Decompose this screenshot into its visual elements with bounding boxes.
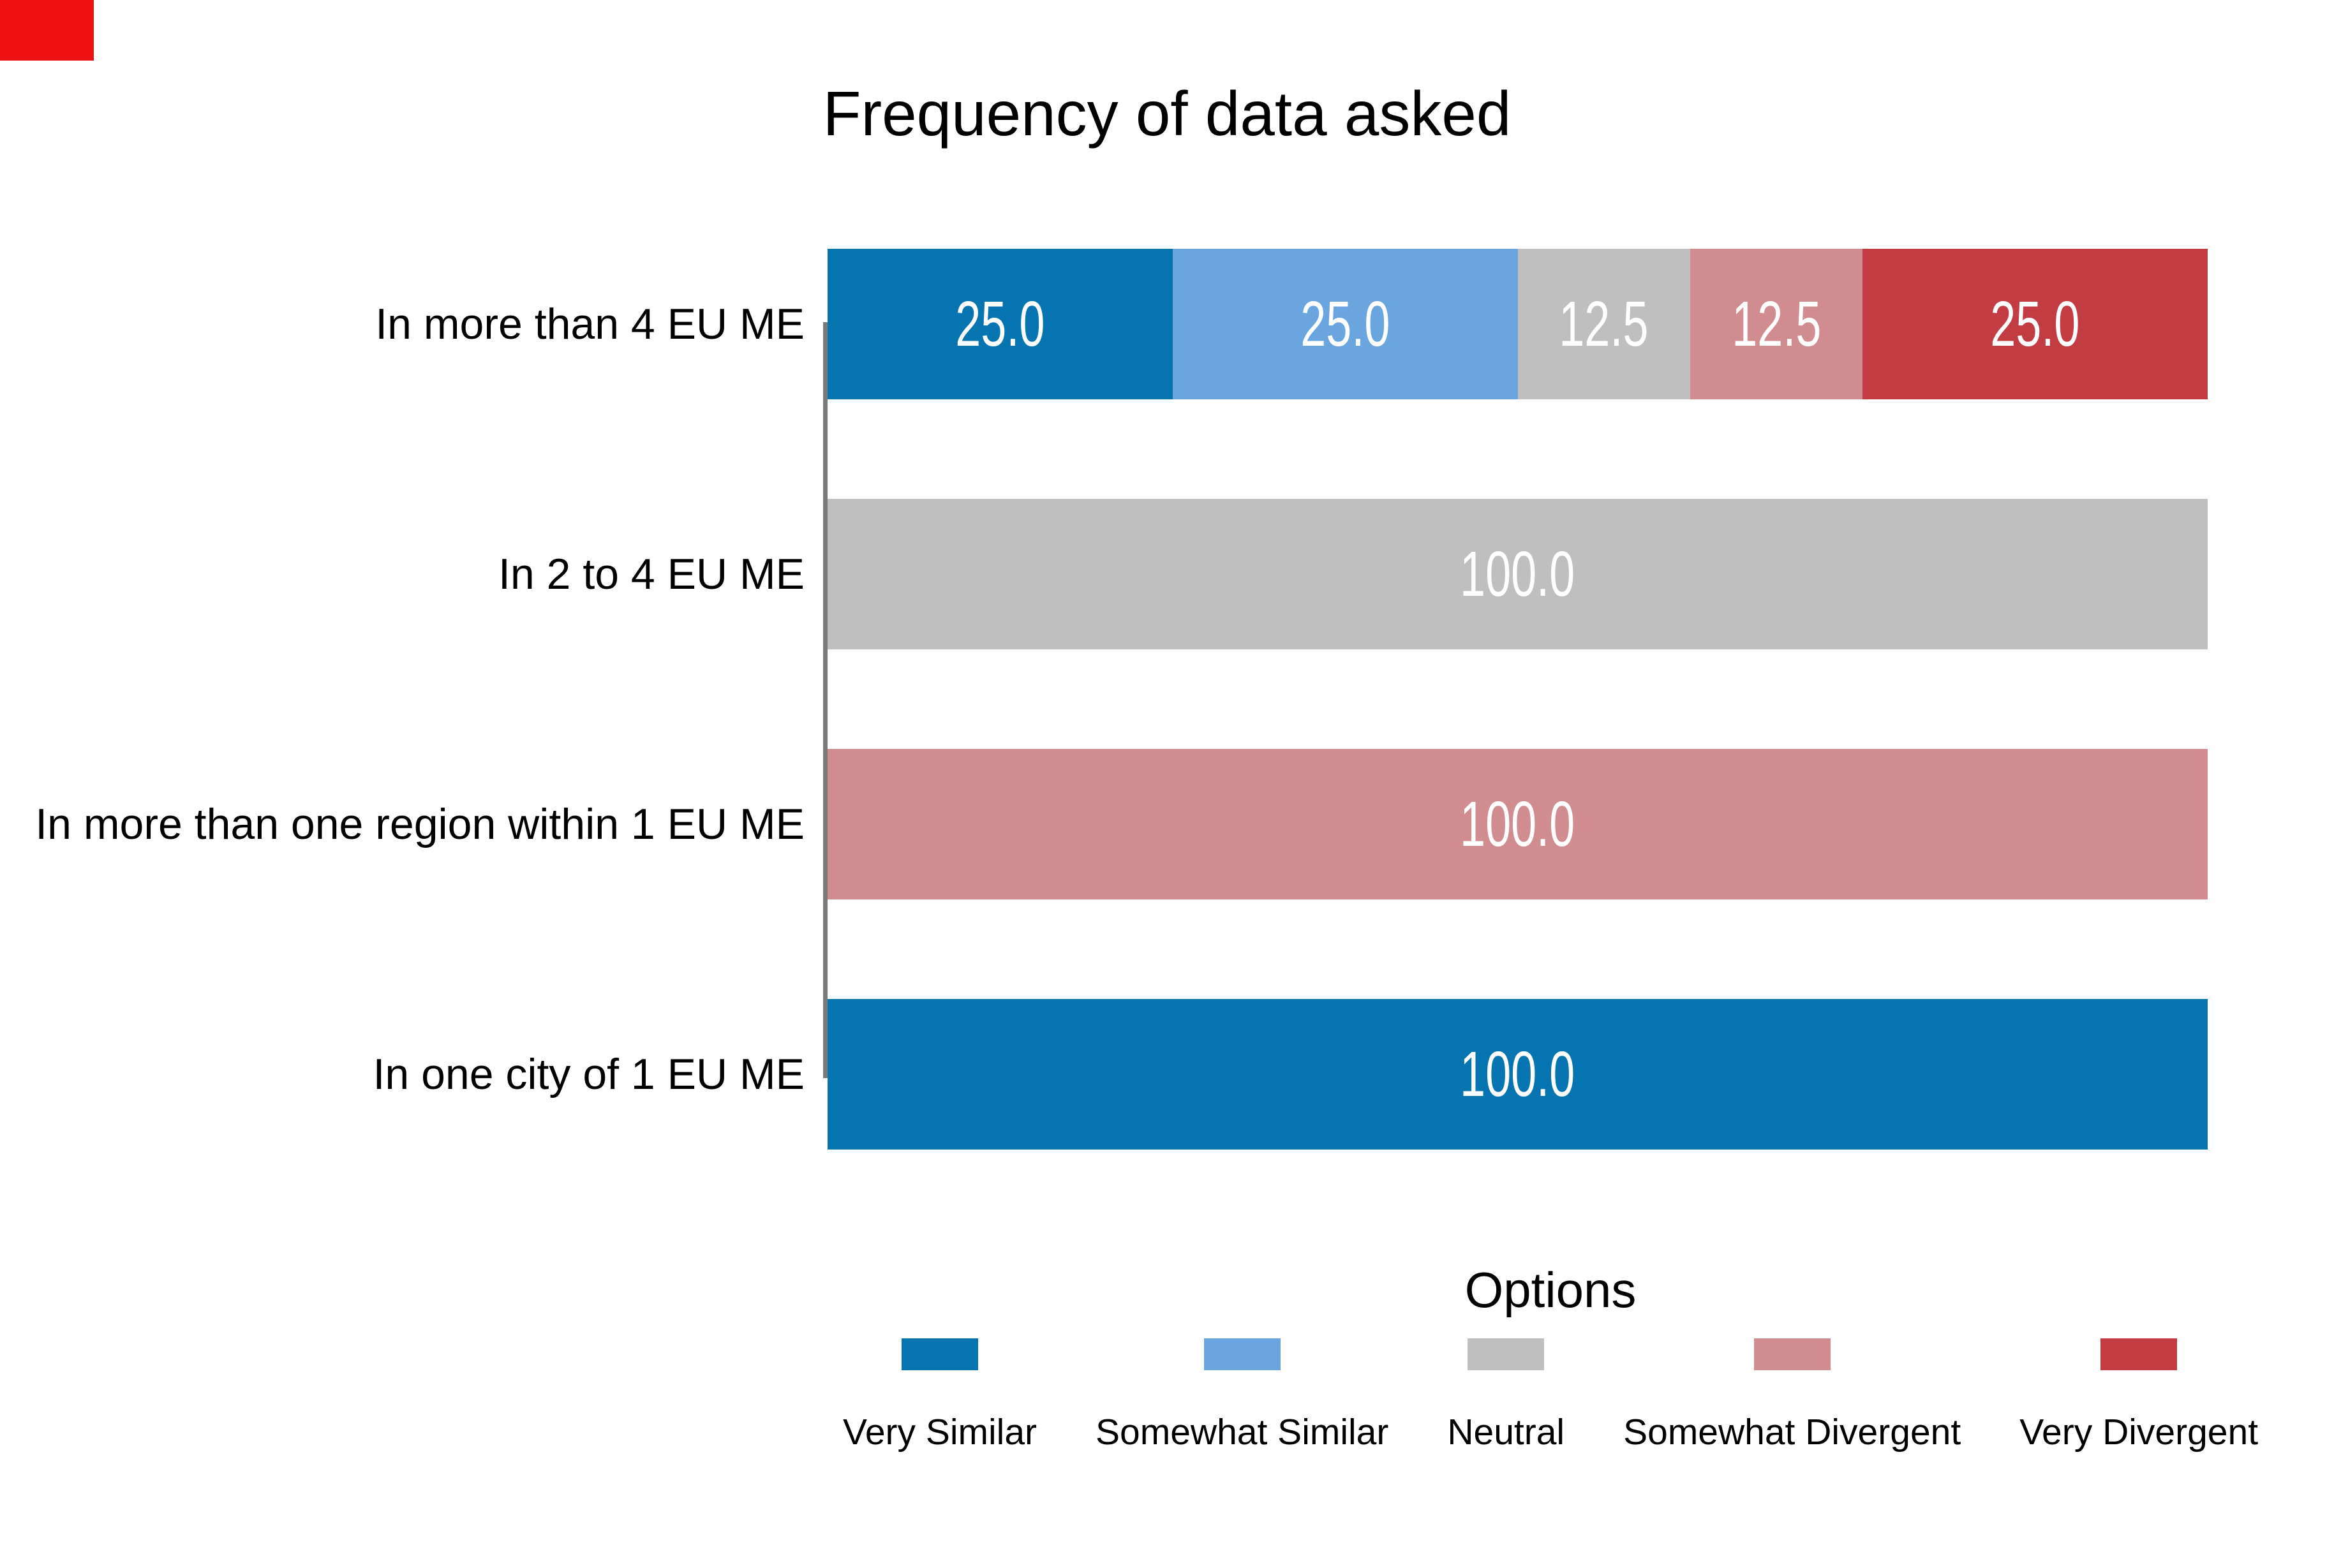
- y-axis-spine: [823, 322, 828, 1078]
- legend-item: Somewhat Divergent: [1623, 1338, 1961, 1453]
- bar-segment-somewhat-divergent: 12.5: [1690, 249, 1863, 399]
- legend-item: Neutral: [1447, 1338, 1565, 1453]
- bar-segment-somewhat-similar: 25.0: [1172, 249, 1518, 399]
- recording-marker: [0, 0, 94, 61]
- category-tick-label: In more than 4 EU ME: [375, 300, 805, 348]
- legend-swatch-icon: [1468, 1338, 1545, 1370]
- legend: Options Very Similar Somewhat Similar Neut…: [766, 1262, 2334, 1453]
- stacked-bar: 25.0 25.0 12.5 12.5 25.0: [828, 249, 2208, 399]
- legend-swatch-icon: [901, 1338, 978, 1370]
- stacked-bar: 100.0: [828, 999, 2208, 1150]
- chart-row: In one city of 1 EU ME 100.0: [0, 999, 2334, 1150]
- legend-label: Somewhat Similar: [1096, 1411, 1389, 1453]
- legend-label: Somewhat Divergent: [1623, 1411, 1961, 1453]
- bar-value-label: 100.0: [1460, 538, 1575, 610]
- legend-swatch-icon: [1753, 1338, 1831, 1370]
- stacked-bar: 100.0: [828, 749, 2208, 899]
- chart-title: Frequency of data asked: [822, 78, 1512, 149]
- bar-segment-very-similar: 25.0: [828, 249, 1173, 399]
- bar-segment-neutral: 100.0: [828, 499, 2208, 649]
- bar-value-label: 12.5: [1731, 288, 1822, 360]
- bar-value-label: 25.0: [1990, 288, 2080, 360]
- legend-item: Somewhat Similar: [1096, 1338, 1388, 1453]
- chart-row: In more than 4 EU ME 25.0 25.0 12.5 12.5 25.0: [0, 249, 2334, 399]
- chart-row: In more than one region within 1 EU ME 10…: [0, 749, 2334, 899]
- category-tick-label: In one city of 1 EU ME: [373, 1050, 805, 1098]
- legend-item: Very Similar: [843, 1338, 1037, 1453]
- bar-segment-neutral: 12.5: [1517, 249, 1690, 399]
- bar-value-label: 12.5: [1559, 288, 1649, 360]
- legend-swatch-icon: [1203, 1338, 1281, 1370]
- stacked-bar: 100.0: [828, 499, 2208, 649]
- bar-segment-very-similar: 100.0: [828, 999, 2208, 1150]
- chart-row: In 2 to 4 EU ME 100.0: [0, 499, 2334, 649]
- legend-label: Neutral: [1447, 1411, 1565, 1453]
- bar-segment-very-divergent: 25.0: [1862, 249, 2208, 399]
- legend-title: Options: [1464, 1262, 1637, 1318]
- bar-segment-somewhat-divergent: 100.0: [828, 749, 2208, 899]
- bar-value-label: 100.0: [1460, 788, 1575, 860]
- bar-value-label: 25.0: [1300, 288, 1390, 360]
- bar-value-label: 25.0: [955, 288, 1045, 360]
- legend-label: Very Divergent: [2019, 1411, 2259, 1453]
- bar-value-label: 100.0: [1460, 1038, 1575, 1110]
- category-tick-label: In more than one region within 1 EU ME: [35, 800, 805, 848]
- category-tick-label: In 2 to 4 EU ME: [498, 550, 805, 598]
- legend-swatch-icon: [2100, 1338, 2178, 1370]
- legend-items-row: Very Similar Somewhat Similar Neutral Somew…: [766, 1338, 2334, 1453]
- legend-item: Very Divergent: [2019, 1338, 2258, 1453]
- legend-label: Very Similar: [842, 1411, 1037, 1453]
